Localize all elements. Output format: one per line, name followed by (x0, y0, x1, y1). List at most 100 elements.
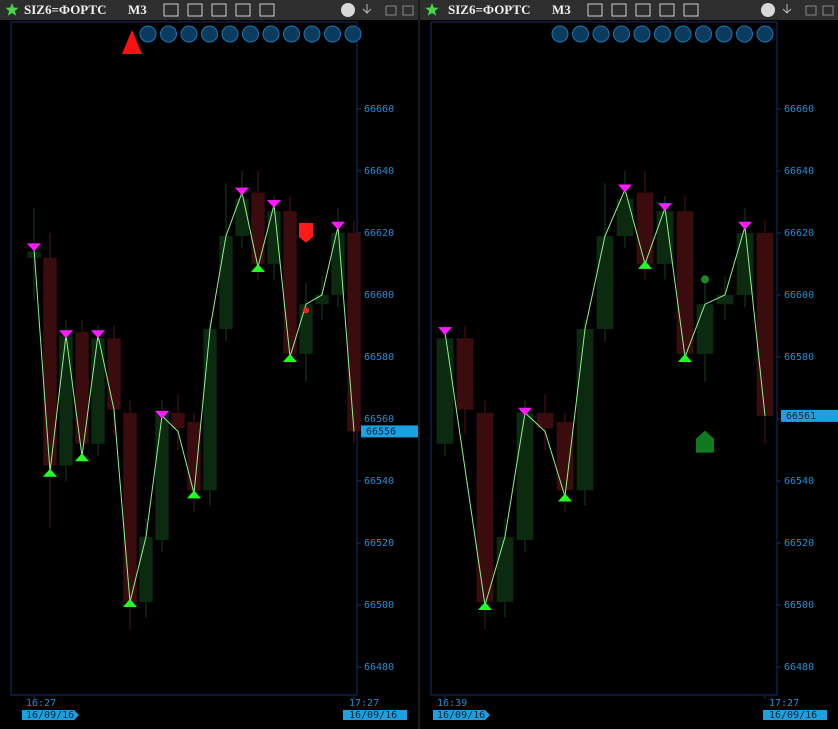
y-tick-label: 66600 (784, 290, 814, 301)
x-tick-label: 17:27 (349, 698, 379, 709)
date-box (22, 710, 79, 720)
nav-button[interactable] (324, 25, 341, 43)
x-date-label: 16/09/16 (769, 710, 817, 721)
x-date-label: 16/09/16 (437, 710, 485, 721)
minimize-button[interactable] (805, 5, 817, 16)
toolbar-button[interactable] (611, 3, 627, 17)
currency-button[interactable] (341, 3, 355, 17)
candle-body (107, 338, 121, 410)
top-marker (267, 199, 281, 208)
nav-button[interactable] (262, 25, 280, 43)
toolbar-button[interactable] (163, 3, 179, 17)
nav-button[interactable] (633, 25, 651, 43)
title-bar (420, 0, 838, 20)
toolbar-button[interactable] (235, 3, 251, 17)
nav-button[interactable] (242, 25, 259, 43)
download-button[interactable] (362, 4, 372, 14)
bottom-marker (75, 453, 89, 462)
signal-dot (701, 275, 709, 284)
toolbar-button[interactable] (659, 3, 675, 17)
window-bg (420, 0, 838, 729)
nav-button[interactable] (160, 25, 177, 43)
toolbar-button[interactable] (683, 3, 699, 17)
toolbar-button[interactable] (587, 3, 603, 17)
nav-button[interactable] (283, 25, 300, 43)
candle-body (516, 412, 534, 540)
y-tick-label: 66660 (364, 104, 394, 115)
nav-button[interactable] (180, 25, 198, 43)
y-tick-label: 66660 (784, 104, 814, 115)
toolbar-button[interactable] (259, 3, 275, 17)
nav-button[interactable] (572, 25, 589, 43)
zigzag-line (444, 187, 766, 606)
toolbar-button[interactable] (211, 3, 227, 17)
nav-button[interactable] (736, 25, 753, 43)
nav-button[interactable] (303, 25, 321, 43)
candle-body (656, 211, 674, 264)
candle-body (756, 232, 774, 416)
candle-body (283, 211, 297, 354)
candle-body (347, 232, 361, 432)
y-tick-label: 66480 (364, 662, 394, 673)
candle-body (496, 536, 514, 602)
timeframe[interactable]: M3 (128, 2, 147, 17)
candle-body (267, 211, 281, 264)
nav-button[interactable] (654, 25, 671, 43)
nav-button[interactable] (592, 25, 610, 43)
top-marker (438, 327, 452, 336)
download-button[interactable] (782, 4, 792, 14)
bottom-marker (123, 598, 137, 607)
candle-body (576, 329, 594, 491)
y-tick-label: 66620 (364, 228, 394, 239)
nav-button[interactable] (201, 25, 218, 43)
chart-window: SIZ6=ФОРТС M3 66480665006652066540665606… (420, 0, 838, 729)
candle-body (696, 304, 714, 354)
window-title: SIZ6=ФОРТС (448, 2, 530, 17)
candle-body (456, 338, 474, 410)
currency-button[interactable] (761, 3, 775, 17)
nav-button[interactable] (221, 25, 239, 43)
last-price-label: 66556 (366, 426, 396, 437)
nav-button[interactable] (715, 25, 733, 43)
star-icon[interactable] (5, 3, 19, 16)
toolbar-button[interactable] (187, 3, 203, 17)
signal-flag (299, 222, 313, 243)
candle-body (75, 332, 89, 444)
timeframe[interactable]: M3 (552, 2, 571, 17)
y-tick-label: 66600 (364, 290, 394, 301)
nav-button[interactable] (344, 25, 362, 43)
candle-body (636, 192, 654, 264)
nav-button[interactable] (695, 25, 712, 43)
x-tick-label: 16:39 (437, 698, 467, 709)
nav-button[interactable] (139, 25, 157, 43)
close-button[interactable] (822, 5, 834, 16)
nav-button[interactable] (674, 25, 692, 43)
y-tick-label: 66480 (784, 662, 814, 673)
signal-arrow (122, 30, 142, 54)
nav-button[interactable] (756, 25, 774, 43)
x-date-label: 16/09/16 (349, 710, 397, 721)
title-bar (0, 0, 418, 20)
candle-body (436, 338, 454, 444)
chart-window: SIZ6=ФОРТС M3 66480665006652066540665606… (0, 0, 418, 729)
nav-button[interactable] (613, 25, 630, 43)
minimize-button[interactable] (385, 5, 397, 16)
candle-body (139, 536, 153, 602)
candle-body (59, 335, 73, 466)
last-price-box (361, 425, 418, 438)
top-marker (59, 330, 73, 339)
nav-button[interactable] (551, 25, 569, 43)
close-button[interactable] (402, 5, 414, 16)
x-date-label: 16/09/16 (26, 710, 74, 721)
y-tick-label: 66580 (784, 352, 814, 363)
star-icon[interactable] (425, 3, 439, 16)
last-price-box (781, 409, 838, 422)
candle-body (536, 412, 554, 429)
bottom-marker (43, 468, 57, 477)
y-tick-label: 66540 (784, 476, 814, 487)
bottom-marker (558, 493, 572, 502)
toolbar-button[interactable] (635, 3, 651, 17)
y-tick-label: 66500 (784, 600, 814, 611)
date-box (343, 710, 407, 720)
candle-body (616, 198, 634, 236)
